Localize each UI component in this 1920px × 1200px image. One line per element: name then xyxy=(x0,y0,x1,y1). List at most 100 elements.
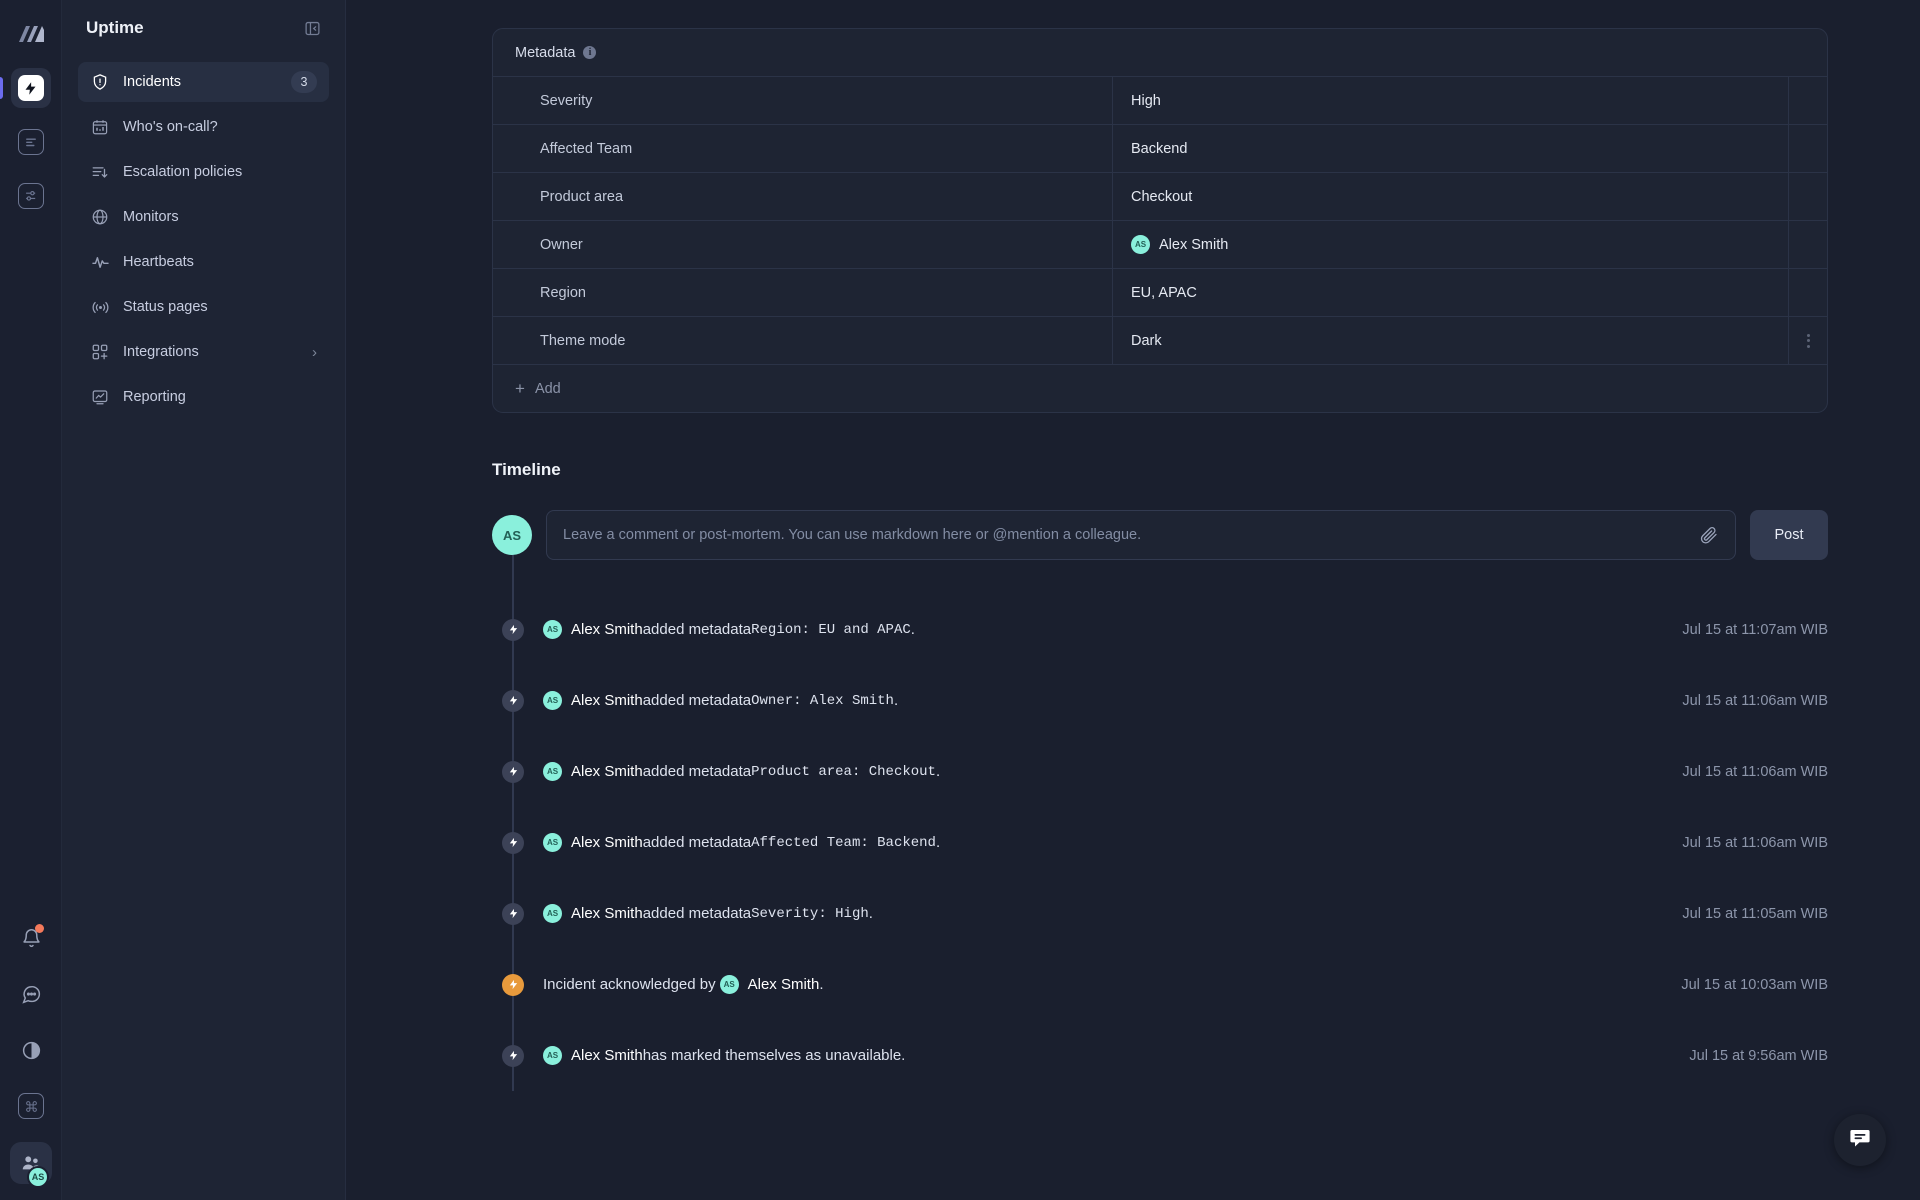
timeline-event-detail: Owner: Alex Smith xyxy=(751,692,894,709)
timeline-event: AS Alex Smith added metadata Region: EU … xyxy=(492,594,1828,665)
activity-pulse-icon xyxy=(90,252,110,272)
sidebar-item-label: Who's on-call? xyxy=(123,119,218,135)
timeline-event-text: AS Alex Smith added metadata Affected Te… xyxy=(543,833,1682,852)
rail-item-notifications[interactable] xyxy=(11,918,51,958)
timeline-event-action: added metadata xyxy=(642,692,752,709)
avatar: AS xyxy=(543,762,562,781)
metadata-row-product-area[interactable]: Product area Checkout xyxy=(493,172,1827,220)
timeline-event: AS Alex Smith added metadata Product are… xyxy=(492,736,1828,807)
sidebar-item-label: Escalation policies xyxy=(123,164,243,180)
globe-icon xyxy=(90,207,110,227)
sidebar-item-reporting[interactable]: Reporting xyxy=(78,377,329,417)
timeline-event-suffix: . xyxy=(819,976,824,993)
list-arrow-down-icon xyxy=(90,162,110,182)
timeline-event: AS Alex Smith added metadata Affected Te… xyxy=(492,807,1828,878)
timeline-event-text: AS Alex Smith added metadata Product are… xyxy=(543,762,1682,781)
metadata-value[interactable]: EU, APAC xyxy=(1113,269,1789,316)
timeline-event-actor: Alex Smith xyxy=(571,621,643,638)
timeline-event-detail: Product area: Checkout xyxy=(751,763,936,780)
chat-bubble-icon xyxy=(1848,1126,1872,1155)
paperclip-icon[interactable] xyxy=(1699,525,1719,545)
timeline-event-text: AS Alex Smith added metadata Severity: H… xyxy=(543,904,1682,923)
active-indicator xyxy=(0,77,3,99)
metadata-row-affected-team[interactable]: Affected Team Backend xyxy=(493,124,1827,172)
main-content: Metadata i Severity High Affected Team B… xyxy=(346,0,1920,1200)
timeline-event-actor: Alex Smith xyxy=(571,905,643,922)
sidebar-item-label: Reporting xyxy=(123,389,186,405)
sidebar-item-whos-on-call[interactable]: Who's on-call? xyxy=(78,107,329,147)
metadata-value-text: Dark xyxy=(1131,332,1162,349)
avatar: AS xyxy=(27,1166,49,1188)
timeline-event-time: Jul 15 at 11:05am WIB xyxy=(1682,905,1828,922)
add-metadata-button[interactable]: + Add xyxy=(493,364,1827,412)
timeline-event: AS Alex Smith has marked themselves as u… xyxy=(492,1020,1828,1091)
timeline-list: AS Alex Smith added metadata Region: EU … xyxy=(492,526,1828,1091)
metadata-value[interactable]: High xyxy=(1113,77,1789,124)
timeline-event-action: added metadata xyxy=(642,621,752,638)
panel-collapse-icon[interactable] xyxy=(299,15,325,41)
timeline-connector xyxy=(512,526,514,1091)
lightning-icon xyxy=(502,689,524,712)
more-options-icon[interactable] xyxy=(1806,333,1810,348)
chevron-right-icon: › xyxy=(312,343,317,361)
shield-alert-icon xyxy=(90,72,110,92)
sidebar-item-status-pages[interactable]: Status pages xyxy=(78,287,329,327)
rail-item-reports-app[interactable] xyxy=(11,122,51,162)
metadata-value[interactable]: Checkout xyxy=(1113,173,1789,220)
sidebar-item-escalation-policies[interactable]: Escalation policies xyxy=(78,152,329,192)
sidebar-item-heartbeats[interactable]: Heartbeats xyxy=(78,242,329,282)
rail-item-shortcuts[interactable] xyxy=(11,1086,51,1126)
metadata-value[interactable]: AS Alex Smith xyxy=(1113,221,1789,268)
metadata-key: Region xyxy=(493,269,1113,316)
rail-item-incidents-app[interactable] xyxy=(0,68,51,108)
timeline-event: AS Alex Smith added metadata Severity: H… xyxy=(492,878,1828,949)
comment-input-wrapper[interactable] xyxy=(546,510,1736,560)
metadata-value-text: Checkout xyxy=(1131,188,1193,205)
metadata-header: Metadata i xyxy=(493,29,1827,76)
timeline-event-text: AS Alex Smith added metadata Region: EU … xyxy=(543,620,1682,639)
rail-item-team[interactable]: AS xyxy=(10,1142,52,1188)
timeline-event-suffix: . xyxy=(910,621,915,638)
post-button[interactable]: Post xyxy=(1750,510,1828,560)
lightning-icon xyxy=(502,973,524,996)
comment-input[interactable] xyxy=(563,527,1699,543)
timeline-event-time: Jul 15 at 11:06am WIB xyxy=(1682,692,1828,709)
timeline-event-suffix: . xyxy=(935,763,941,780)
timeline-event-action: has marked themselves as unavailable. xyxy=(642,1047,906,1064)
sidebar-item-monitors[interactable]: Monitors xyxy=(78,197,329,237)
avatar: AS xyxy=(719,975,739,994)
sidebar-title: Uptime xyxy=(86,18,144,37)
metadata-card: Metadata i Severity High Affected Team B… xyxy=(492,28,1828,413)
timeline-event-detail: Region: EU and APAC xyxy=(751,621,911,638)
timeline-event-actor: Alex Smith xyxy=(571,692,643,709)
sidebar-item-integrations[interactable]: Integrations › xyxy=(78,332,329,372)
chart-frame-icon xyxy=(90,387,110,407)
chat-fab-button[interactable] xyxy=(1834,1114,1886,1166)
metadata-key: Affected Team xyxy=(493,125,1113,172)
metadata-row-severity[interactable]: Severity High xyxy=(493,76,1827,124)
metadata-value[interactable]: Dark xyxy=(1113,317,1789,364)
timeline-event-time: Jul 15 at 10:03am WIB xyxy=(1681,976,1828,993)
lightning-icon xyxy=(502,1044,524,1067)
metadata-row-actions xyxy=(1789,125,1827,172)
metadata-row-owner[interactable]: Owner AS Alex Smith xyxy=(493,220,1827,268)
metadata-row-region[interactable]: Region EU, APAC xyxy=(493,268,1827,316)
rail-item-settings-app[interactable] xyxy=(11,176,51,216)
rail-item-appearance[interactable] xyxy=(11,1030,51,1070)
timeline-event-actor: Alex Smith xyxy=(571,763,643,780)
lightning-icon xyxy=(502,902,524,925)
avatar: AS xyxy=(543,1046,562,1065)
sidebar-item-label: Heartbeats xyxy=(123,254,194,270)
metadata-row-theme-mode[interactable]: Theme mode Dark xyxy=(493,316,1827,364)
rail-item-chat[interactable] xyxy=(11,974,51,1014)
metadata-key: Theme mode xyxy=(493,317,1113,364)
sidebar-item-label: Monitors xyxy=(123,209,179,225)
timeline-event: AS Alex Smith added metadata Owner: Alex… xyxy=(492,665,1828,736)
metadata-title: Metadata xyxy=(515,44,576,61)
metadata-row-actions xyxy=(1789,269,1827,316)
timeline-event-suffix: . xyxy=(868,905,873,922)
metadata-row-actions[interactable] xyxy=(1789,317,1827,364)
metadata-value[interactable]: Backend xyxy=(1113,125,1789,172)
info-icon[interactable]: i xyxy=(583,46,597,59)
sidebar-item-incidents[interactable]: Incidents 3 xyxy=(78,62,329,102)
